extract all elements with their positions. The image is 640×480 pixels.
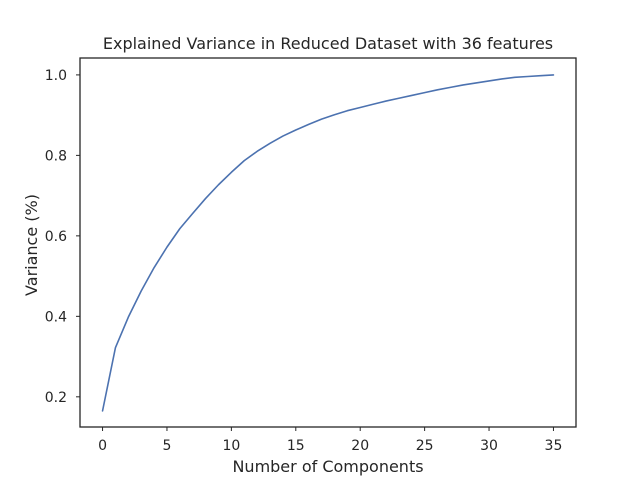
y-tick-label: 1.0	[45, 68, 67, 84]
chart-title: Explained Variance in Reduced Dataset wi…	[103, 34, 553, 53]
x-tick-label: 5	[163, 438, 172, 454]
x-tick-label: 35	[545, 438, 563, 454]
y-tick-label: 0.4	[45, 309, 67, 325]
x-tick-label: 15	[287, 438, 305, 454]
y-axis-label: Variance (%)	[22, 194, 41, 296]
x-tick-label: 30	[480, 438, 498, 454]
plot-area: 0 5 10 15 20 25 30 35 0.2 0.4 0.6 0.8 1.0	[45, 57, 577, 454]
x-tick-label: 0	[98, 438, 107, 454]
series-line-0	[101, 74, 555, 412]
axes-frame	[79, 57, 577, 428]
y-tick-label: 0.6	[45, 229, 67, 245]
x-tick-label: 20	[351, 438, 369, 454]
y-tick-label: 0.2	[45, 390, 67, 406]
x-tick-label: 25	[416, 438, 434, 454]
y-tick-label: 0.8	[45, 148, 67, 164]
x-axis-label: Number of Components	[232, 457, 423, 476]
x-tick-label: 10	[222, 438, 240, 454]
